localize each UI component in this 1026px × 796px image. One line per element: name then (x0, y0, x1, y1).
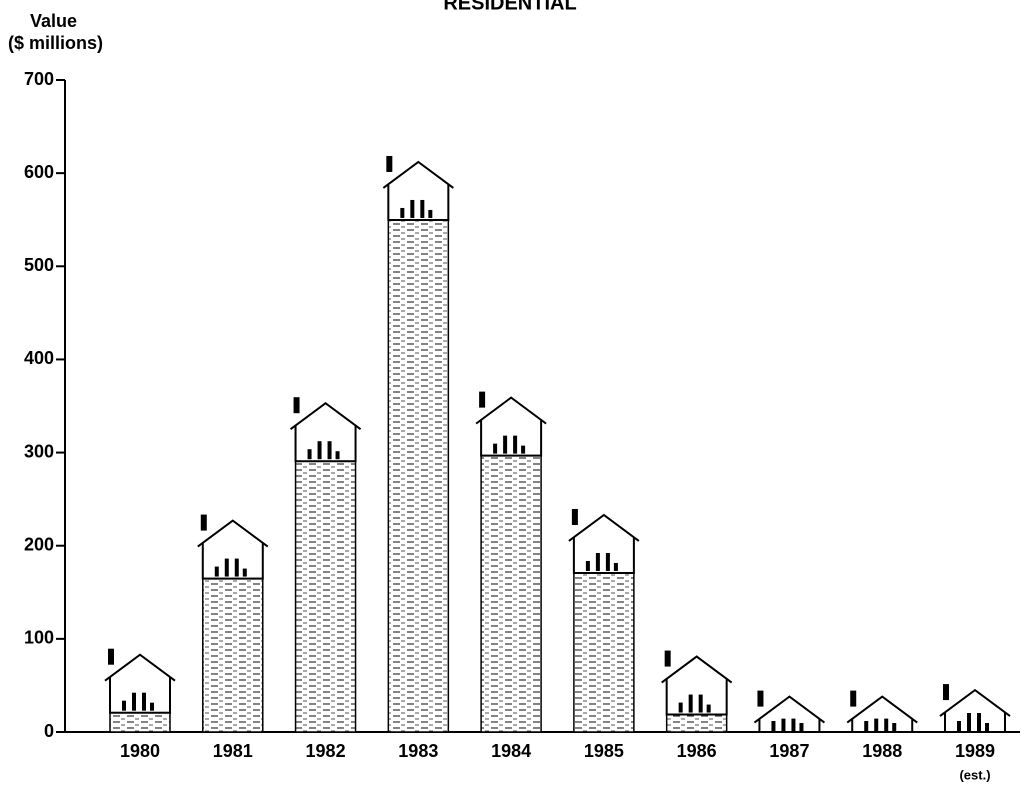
figure (428, 209, 433, 218)
bar-texture (480, 454, 542, 733)
bar-texture (573, 572, 635, 733)
y-tick-label: 600 (24, 162, 54, 182)
y-tick-label: 300 (24, 441, 54, 461)
figure (967, 713, 971, 731)
bar (197, 519, 269, 580)
figure (892, 723, 897, 731)
figure (771, 721, 776, 731)
figure (132, 692, 136, 711)
chimney (479, 391, 486, 408)
figure (985, 723, 989, 731)
figure (513, 435, 518, 454)
figure (595, 552, 600, 571)
chimney (200, 514, 207, 531)
y-label-line: Value (30, 11, 77, 31)
x-tick-label: 1986 (677, 741, 717, 761)
x-tick-label: 1982 (306, 741, 346, 761)
chimney (293, 397, 300, 414)
figure (781, 718, 786, 731)
bar-texture (387, 219, 450, 733)
figure (327, 441, 332, 460)
y-tick-label: 400 (24, 348, 54, 368)
figure (420, 199, 425, 218)
y-tick-label: 500 (24, 255, 54, 275)
figure (142, 692, 146, 711)
bar (939, 688, 1011, 733)
chimney (571, 508, 578, 525)
figure (977, 713, 981, 731)
figure (585, 560, 590, 571)
figure (613, 562, 618, 571)
bar-texture (665, 713, 728, 733)
bar (289, 401, 362, 463)
figure (122, 700, 126, 711)
y-tick-label: 200 (24, 534, 54, 554)
figure (864, 721, 869, 731)
bar-texture (294, 460, 357, 733)
figure (335, 451, 340, 460)
figure (957, 721, 961, 731)
figure (521, 445, 526, 454)
figure (688, 694, 693, 713)
bar (382, 160, 454, 221)
x-tick-label: 1984 (491, 741, 531, 761)
bar (475, 396, 547, 457)
chimney (664, 650, 671, 667)
y-label-line: ($ millions) (8, 33, 103, 53)
figure (493, 443, 498, 454)
figure (605, 552, 610, 571)
figure (874, 718, 879, 731)
y-axis-label: Value ($ millions) (8, 11, 103, 53)
figure (307, 449, 312, 460)
y-tick-label: 0 (44, 721, 54, 741)
figure (234, 558, 239, 577)
bar-texture (109, 711, 171, 733)
bar (661, 655, 733, 716)
x-tick-label: 1988 (862, 741, 902, 761)
figure (698, 694, 703, 713)
bar (568, 513, 640, 574)
bar (104, 653, 176, 714)
figure (224, 558, 229, 577)
figure (317, 441, 322, 460)
annotation: (est.) (959, 767, 990, 782)
chimney (757, 690, 764, 707)
x-tick-label: 1981 (213, 741, 253, 761)
x-tick-label: 1980 (120, 741, 160, 761)
x-tick-label: 1987 (769, 741, 809, 761)
chimney (386, 155, 393, 172)
y-tick-label: 700 (24, 69, 54, 89)
x-tick-label: 1983 (398, 741, 438, 761)
y-tick-label: 100 (24, 628, 54, 648)
figure (242, 568, 247, 577)
bar-texture (202, 577, 264, 733)
figure (791, 718, 796, 731)
figure (799, 723, 804, 731)
bar (753, 695, 826, 733)
figure (150, 702, 154, 711)
chimney (943, 684, 949, 701)
figure (410, 199, 415, 218)
bar (846, 695, 918, 733)
figure (214, 566, 219, 577)
x-tick-label: 1985 (584, 741, 624, 761)
figure (678, 702, 683, 713)
x-tick-label: 1989 (955, 741, 995, 761)
figure (706, 704, 711, 713)
chart-title: RESIDENTIAL (443, 0, 576, 14)
figure (503, 435, 508, 454)
figure (400, 207, 405, 218)
chimney (108, 648, 114, 665)
chimney (850, 690, 857, 707)
figure (884, 718, 889, 731)
